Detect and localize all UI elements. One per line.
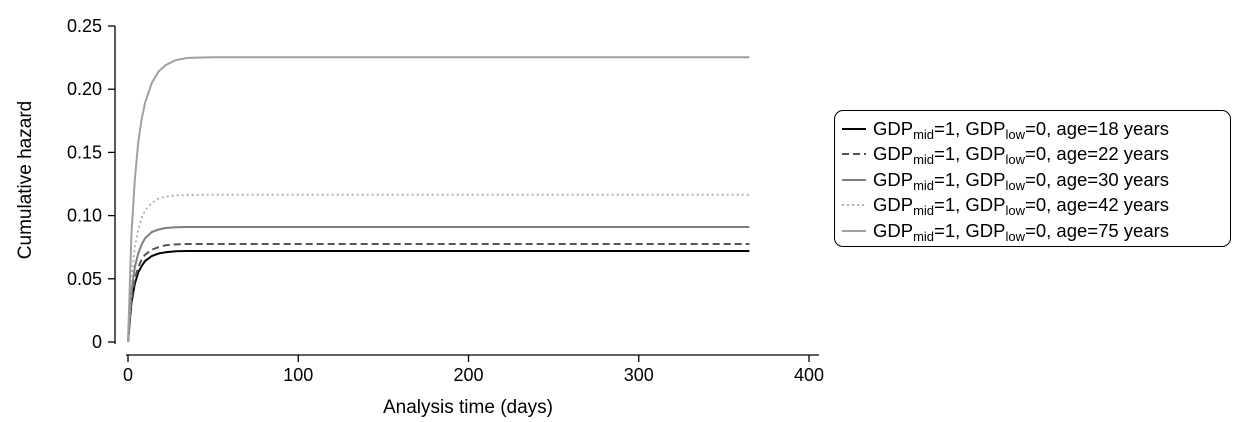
legend-label-1: GDPmid=1, GDPlow=0, age=18 years (873, 117, 1170, 142)
legend: GDPmid=1, GDPlow=0, age=18 years GDPmid=1… (834, 110, 1231, 247)
legend-label-5: GDPmid=1, GDPlow=0, age=75 years (873, 219, 1170, 244)
y-tick-label: 0 (92, 332, 102, 352)
legend-label-2: GDPmid=1, GDPlow=0, age=22 years (873, 143, 1170, 167)
x-tick-label: 400 (794, 365, 824, 385)
legend-item-2: GDPmid=1, GDPlow=0, age=22 years (841, 142, 1230, 168)
y-axis-title: Cumulative hazard (15, 101, 36, 259)
y-tick-label: 0.05 (67, 269, 102, 289)
legend-item-4: GDPmid=1, GDPlow=0, age=42 years (841, 193, 1230, 219)
x-axis: 0 100 200 300 400 (123, 354, 824, 385)
legend-item-5: GDPmid=1, GDPlow=0, age=75 years (841, 218, 1230, 244)
y-tick-label: 0.25 (67, 16, 102, 36)
x-tick-label: 100 (283, 365, 313, 385)
series-layer (127, 56, 750, 343)
legend-item-1: GDPmid=1, GDPlow=0, age=18 years (841, 116, 1230, 142)
series-line-3 (127, 226, 750, 343)
legend-item-3: GDPmid=1, GDPlow=0, age=30 years (841, 167, 1230, 193)
series-line-1 (127, 250, 750, 343)
x-tick-label: 0 (123, 365, 133, 385)
legend-swatch-2 (842, 153, 866, 156)
legend-swatch-1 (842, 127, 866, 130)
legend-label-4: GDPmid=1, GDPlow=0, age=42 years (873, 194, 1170, 218)
series-line-4 (127, 193, 750, 343)
x-axis-title: Analysis time (days) (383, 397, 553, 418)
y-tick-label: 0.20 (67, 79, 102, 99)
x-tick-label: 200 (453, 365, 483, 385)
y-axis: 0 0.05 0.10 0.15 0.20 0.25 (67, 16, 116, 352)
legend-swatch-5 (842, 229, 866, 232)
legend-swatch-3 (842, 178, 866, 181)
y-tick-label: 0.15 (67, 142, 102, 162)
series-line-5 (127, 56, 750, 343)
legend-swatch-4 (842, 204, 866, 207)
legend-label-3: GDPmid=1, GDPlow=0, age=30 years (873, 168, 1170, 193)
x-tick-label: 300 (624, 365, 654, 385)
series-line-2 (127, 243, 750, 343)
y-tick-label: 0.10 (67, 206, 102, 226)
